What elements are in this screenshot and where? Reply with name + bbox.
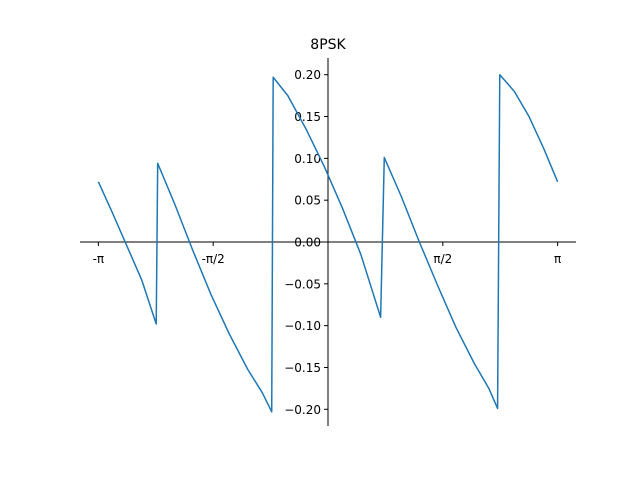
series-line bbox=[97, 73, 559, 413]
y-tick-label: −0.20 bbox=[284, 403, 321, 417]
x-tick-label: π bbox=[554, 252, 561, 266]
x-tick-label: -π/2 bbox=[202, 252, 225, 266]
series-group bbox=[97, 73, 559, 413]
y-tick-label: −0.15 bbox=[284, 361, 321, 375]
y-tick-label: 0.10 bbox=[294, 152, 321, 166]
y-tick-label: −0.05 bbox=[284, 277, 321, 291]
y-tick-label: 0.15 bbox=[294, 110, 321, 124]
x-tick-label: -π bbox=[93, 252, 105, 266]
y-tick-label: 0.00 bbox=[294, 236, 321, 250]
y-tick-label: −0.10 bbox=[284, 319, 321, 333]
y-tick-label: 0.05 bbox=[294, 194, 321, 208]
chart-title: 8PSK bbox=[310, 37, 346, 53]
y-tick-label: 0.20 bbox=[294, 68, 321, 82]
axes: -π -π/2 π/2 π 0.20 0.15 0.10 0.05 0.00 −0.05 −0.10… bbox=[80, 58, 576, 426]
x-tick-label: π/2 bbox=[433, 252, 452, 266]
